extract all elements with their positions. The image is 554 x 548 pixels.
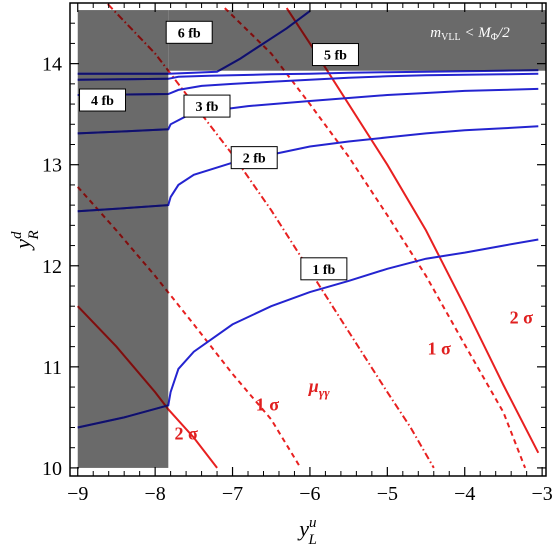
y-tick-label-4: 14 (42, 54, 62, 76)
excluded-region-label: mVLL < MΦ/2 (430, 25, 510, 43)
y-tick-label-3: 13 (42, 155, 62, 177)
curve-labels: 1 fb 2 fb 3 fb 4 fb 5 fb 6 fb μγγ 1 σ 1 σ 2 σ 2 σ m… (79, 20, 534, 444)
contour-label-box-1 (230, 146, 278, 170)
contour-label-5: 6 fb (178, 26, 201, 41)
y-tick-label-1: 11 (43, 357, 62, 379)
contour-label-2: 3 fb (196, 100, 219, 115)
x-tick-label-3: −6 (299, 483, 320, 505)
x-tick-label-2: −7 (222, 483, 243, 505)
contour-label-0: 1 fb (312, 263, 335, 278)
axis-titles: yu L ydR (9, 230, 317, 548)
contour-label-4: 5 fb (324, 49, 347, 64)
cross-section-contour-2 (77, 87, 539, 135)
excluded-region (77, 10, 546, 468)
cross-section-contour-3 (77, 72, 539, 96)
significance-label-1-0: 1 σ (256, 394, 280, 414)
contour-label-box-0 (300, 257, 348, 281)
axis-ticks: −9 −8 −7 −6 −5 −4 −3 10 11 12 13 14 (42, 2, 553, 505)
x-tick-label-5: −4 (454, 483, 475, 505)
x-tick-label-1: −8 (144, 483, 165, 505)
contour-label-box-3 (79, 88, 127, 112)
cross-section-contour-4 (77, 69, 539, 81)
significance-label-1-1: 1 σ (428, 339, 452, 359)
x-axis-title: yu L (297, 515, 317, 548)
x-tick-label-6: −3 (531, 483, 552, 505)
x-tick-label-4: −5 (377, 483, 398, 505)
contour-label-box-2 (183, 94, 231, 118)
significance-line-2 (224, 7, 527, 469)
cross-section-contour-0 (77, 238, 539, 429)
significance-label-3-0: 2 σ (174, 424, 198, 444)
contour-label-3: 4 fb (91, 94, 114, 109)
plot-frame (69, 2, 547, 477)
contour-label-1: 2 fb (243, 152, 266, 167)
y-axis-title: ydR (9, 230, 42, 250)
contour-label-box-5 (165, 20, 213, 44)
contour-label-box-4 (311, 43, 359, 67)
y-tick-label-0: 10 (42, 458, 62, 480)
significance-label-0-0: μγγ (308, 376, 330, 400)
y-tick-label-2: 12 (42, 256, 62, 278)
frame-box (69, 2, 547, 477)
excluded-region-0 (77, 10, 169, 468)
x-tick-label-0: −9 (67, 483, 88, 505)
significance-label-3-1: 2 σ (510, 307, 534, 327)
